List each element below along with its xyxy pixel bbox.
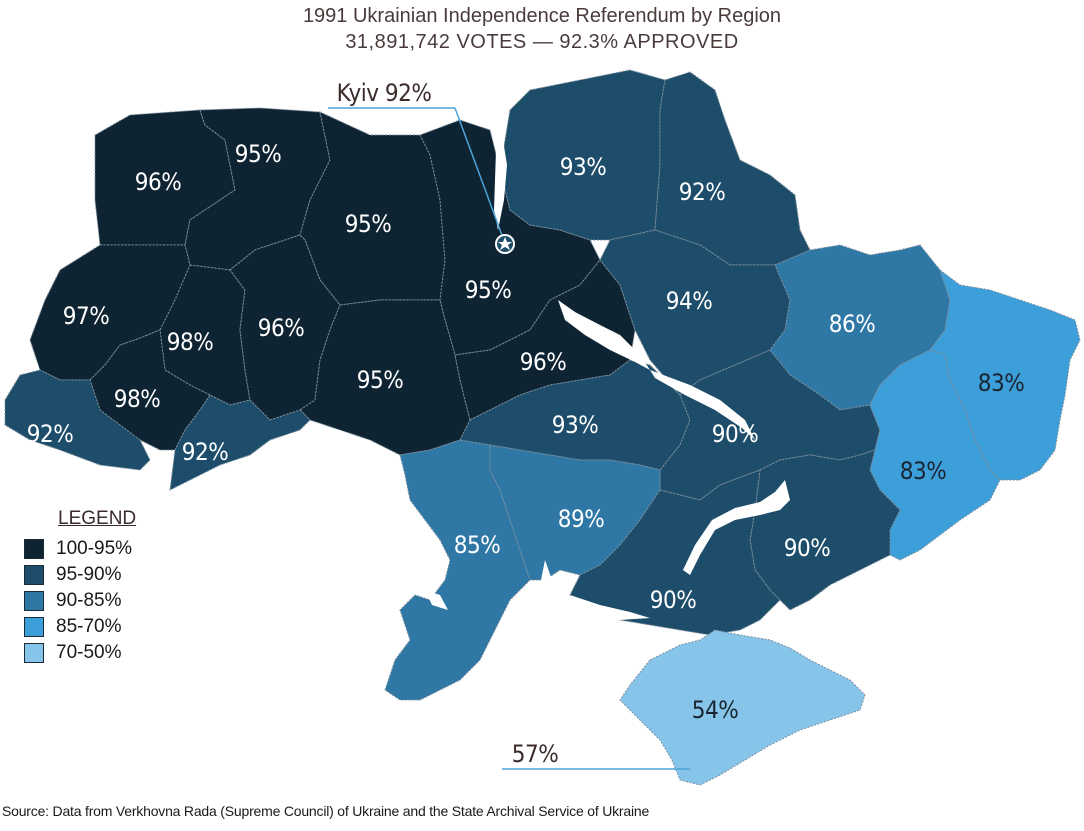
label-khmelnytskyi: 96%	[258, 314, 305, 342]
map-legend: LEGEND 100-95% 95-90% 90-85% 85-70% 70-5…	[24, 508, 136, 666]
label-kirovohrad: 93%	[552, 411, 599, 439]
legend-label: 85-70%	[56, 616, 122, 637]
label-sumy: 92%	[679, 178, 726, 206]
dnieper-river	[650, 370, 755, 440]
kyiv-callout-line	[454, 107, 504, 239]
label-poltava: 94%	[666, 287, 713, 315]
legend-swatch	[24, 565, 44, 585]
legend-swatch	[24, 591, 44, 611]
label-kherson: 90%	[650, 586, 697, 614]
label-zhytomyr: 95%	[345, 210, 392, 238]
legend-label: 100-95%	[56, 538, 133, 559]
region-odesa[interactable]	[384, 439, 531, 701]
label-ivano-frankivsk: 98%	[114, 385, 161, 413]
kakhovka-reservoir	[683, 480, 790, 575]
label-chernihiv: 93%	[560, 153, 607, 181]
label-lviv: 97%	[63, 302, 110, 330]
dnieper-estuary	[570, 595, 650, 620]
legend-item: 85-70%	[24, 614, 136, 640]
legend-title: LEGEND	[58, 508, 137, 529]
region-chernivtsi[interactable]	[169, 394, 311, 491]
label-kyiv-oblast: 95%	[465, 276, 512, 304]
label-kharkiv: 86%	[829, 310, 876, 338]
kyiv-reservoir	[494, 140, 507, 230]
label-mykolaiv: 89%	[558, 505, 605, 533]
region-chernihiv[interactable]	[499, 69, 666, 241]
kremenchuk-reservoir	[558, 300, 650, 370]
southern-bug-estuary	[540, 560, 552, 600]
kyiv-callout-label: Kyiv 92%	[337, 79, 432, 107]
label-vinnytsia: 95%	[357, 366, 404, 394]
region-sumy[interactable]	[654, 71, 811, 266]
source-note: Source: Data from Verkhovna Rada (Suprem…	[2, 803, 650, 819]
dniester-estuary	[425, 590, 448, 610]
legend-item: 95-90%	[24, 562, 136, 588]
legend-swatch	[24, 539, 44, 559]
legend-swatch	[24, 643, 44, 663]
label-dnipropetrovsk: 90%	[712, 420, 759, 448]
legend-label: 70-50%	[56, 642, 122, 663]
legend-label: 95-90%	[56, 564, 122, 585]
legend-item: 70-50%	[24, 640, 136, 666]
map-subtitle: 31,891,742 VOTES — 92.3% APPROVED	[345, 31, 739, 53]
label-ternopil: 98%	[167, 328, 214, 356]
label-cherkasy: 96%	[520, 348, 567, 376]
label-zaporizhzhia: 90%	[784, 534, 831, 562]
region-crimea[interactable]	[619, 629, 866, 786]
star-icon	[495, 234, 515, 254]
label-odesa: 85%	[454, 531, 501, 559]
label-luhansk: 83%	[978, 369, 1025, 397]
label-chernivtsi: 92%	[182, 438, 229, 466]
label-donetsk: 83%	[900, 457, 947, 485]
label-zakarpattia: 92%	[27, 420, 74, 448]
sevastopol-callout-label: 57%	[512, 740, 559, 768]
legend-item: 100-95%	[24, 536, 136, 562]
region-kherson[interactable]	[569, 469, 781, 636]
region-zakarpattia[interactable]	[4, 369, 151, 471]
label-volyn: 96%	[135, 168, 182, 196]
legend-label: 90-85%	[56, 590, 122, 611]
label-crimea: 54%	[692, 696, 739, 724]
map-title: 1991 Ukrainian Independence Referendum b…	[302, 5, 782, 27]
legend-swatch	[24, 617, 44, 637]
legend-item: 90-85%	[24, 588, 136, 614]
label-rivne: 95%	[235, 140, 282, 168]
